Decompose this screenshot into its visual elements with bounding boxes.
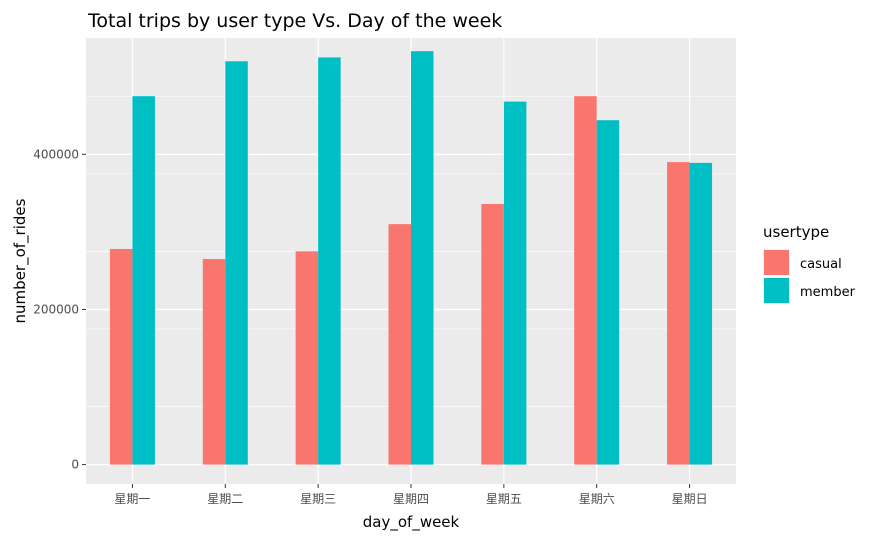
legend: usertype casual member [763, 223, 856, 304]
y-tick-label: 200000 [33, 302, 79, 316]
bar-casual-3 [295, 251, 319, 465]
bar-member-4 [411, 51, 434, 465]
bar-member-3 [318, 57, 341, 465]
bar-member-7 [689, 162, 713, 465]
bar-member-2 [225, 61, 248, 465]
legend-label-casual: casual [800, 257, 842, 272]
legend-swatch-member [764, 278, 789, 303]
x-axis-ticks: 星期一 星期二 星期三 星期四 星期五 星期六 星期日 [114, 484, 708, 506]
bar-casual-2 [202, 259, 226, 465]
bar-casual-7 [667, 162, 690, 465]
x-tick-label: 星期五 [486, 492, 522, 506]
x-tick-label: 星期一 [114, 492, 150, 506]
legend-title: usertype [763, 223, 829, 241]
y-tick-label: 400000 [33, 147, 79, 161]
legend-items: casual member [763, 249, 856, 304]
y-axis-title: number_of_rides [11, 198, 30, 323]
bars [109, 51, 713, 465]
legend-swatch-casual [764, 250, 789, 275]
chart-title: Total trips by user type Vs. Day of the … [87, 10, 502, 32]
bar-member-5 [503, 101, 527, 465]
bar-casual-6 [574, 96, 597, 465]
bar-member-6 [596, 120, 620, 465]
y-axis-ticks: 0 200000 400000 [33, 147, 86, 472]
x-tick-label: 星期二 [207, 492, 243, 506]
x-tick-label: 星期四 [393, 492, 429, 506]
legend-label-member: member [800, 285, 856, 300]
x-tick-label: 星期六 [579, 492, 615, 506]
bar-casual-1 [109, 248, 133, 465]
bar-casual-5 [481, 203, 504, 465]
x-tick-label: 星期三 [300, 492, 336, 506]
y-tick-label: 0 [71, 458, 79, 472]
bar-casual-4 [388, 224, 411, 465]
x-tick-label: 星期日 [672, 492, 708, 506]
bar-member-1 [132, 96, 155, 465]
x-axis-title: day_of_week [363, 513, 460, 532]
